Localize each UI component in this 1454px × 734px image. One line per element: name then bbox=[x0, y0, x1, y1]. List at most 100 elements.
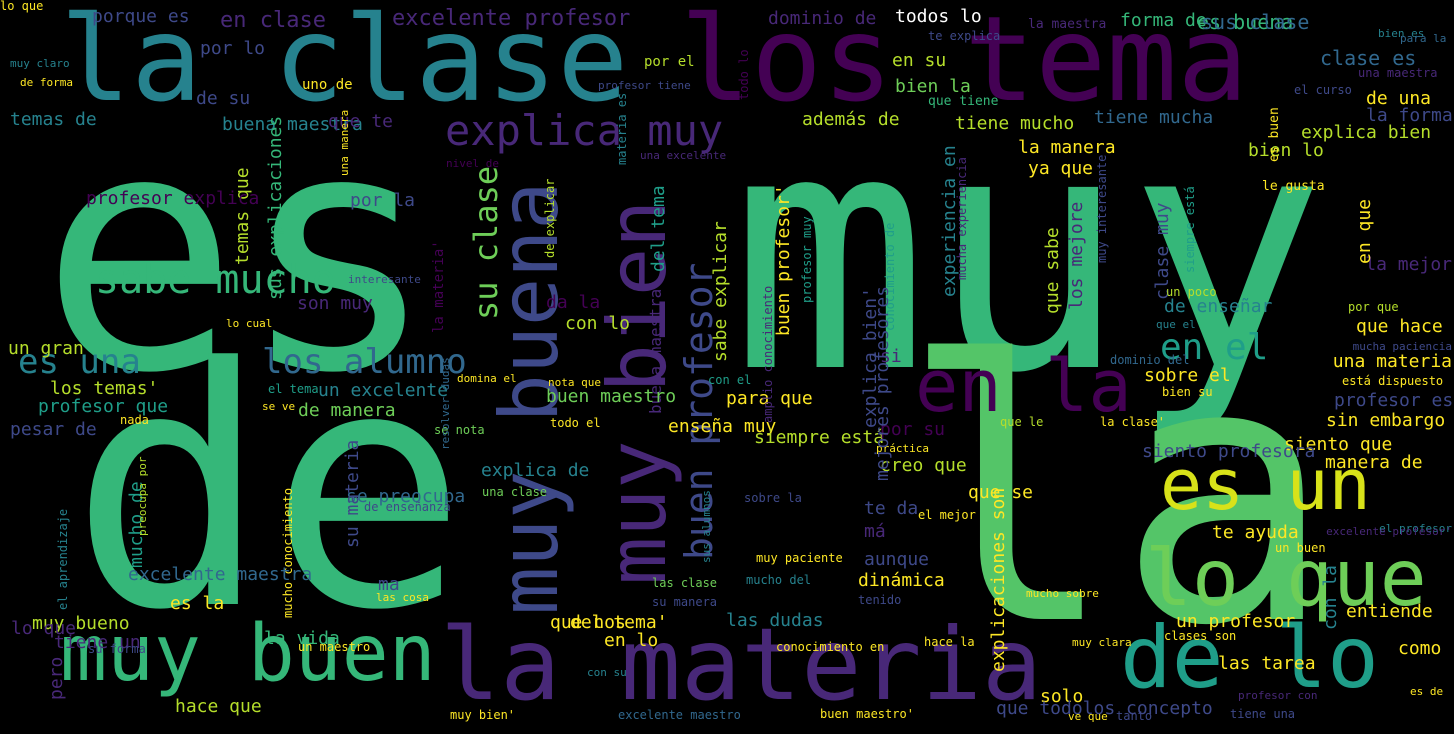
word-cloud-term: de forma bbox=[20, 76, 73, 89]
word-cloud-term: la manera bbox=[1018, 137, 1116, 158]
word-cloud-term: por la bbox=[350, 190, 416, 211]
word-cloud-term: que se bbox=[968, 482, 1034, 503]
word-cloud-term: mucho sobre bbox=[1026, 587, 1099, 600]
word-cloud-term: con el bbox=[708, 373, 752, 387]
word-cloud-term: si bbox=[880, 346, 902, 367]
word-cloud-term: su materia bbox=[342, 439, 363, 548]
word-cloud-term: temas que bbox=[232, 167, 253, 265]
word-cloud-term: buen maestro' bbox=[820, 707, 914, 721]
word-cloud-term: buen maestro bbox=[546, 386, 677, 407]
word-cloud-term: las dudas bbox=[726, 610, 824, 631]
word-cloud-term: sobre el bbox=[1144, 365, 1231, 386]
word-cloud-term: las cosa bbox=[376, 591, 429, 604]
word-cloud-term: los mejore bbox=[1066, 201, 1087, 310]
word-cloud-term: materia es bbox=[615, 92, 629, 165]
word-cloud-term: enseña muy bbox=[668, 416, 777, 437]
word-cloud-term: por el bbox=[644, 54, 695, 70]
word-cloud-term: la materia' bbox=[431, 240, 447, 333]
word-cloud-term: sus alumnos bbox=[700, 490, 713, 563]
word-cloud-term: resolver dudas bbox=[439, 357, 452, 450]
word-cloud-term: solo bbox=[1040, 686, 1084, 707]
word-cloud-term: en clase bbox=[220, 8, 326, 33]
word-cloud-term: de enseñanza bbox=[364, 500, 451, 514]
word-cloud-term: de lo bbox=[1120, 608, 1379, 708]
word-cloud-term: creo que bbox=[880, 455, 967, 476]
word-cloud-term: pero bbox=[46, 656, 67, 700]
word-cloud-term: es bbox=[40, 61, 438, 445]
word-cloud-term: sus clase bbox=[1201, 10, 1310, 34]
word-cloud-term: conocimiento en bbox=[776, 640, 885, 654]
word-cloud-term: mejores profesores bbox=[872, 285, 893, 481]
word-cloud-term: clases son bbox=[1164, 629, 1237, 643]
word-cloud-term: manera de bbox=[1325, 452, 1423, 473]
word-cloud-term: dominio de bbox=[768, 8, 877, 29]
word-cloud-term: que le bbox=[1000, 415, 1044, 429]
word-cloud-term: te da bbox=[864, 498, 919, 519]
word-cloud-term: que sabe bbox=[1042, 227, 1063, 314]
word-cloud-term: del tema' bbox=[570, 612, 668, 633]
word-cloud-term: para que bbox=[726, 388, 813, 409]
word-cloud-term: aunque bbox=[864, 549, 930, 570]
word-cloud-term: en el bbox=[1160, 327, 1269, 368]
word-cloud-term: interesante bbox=[348, 273, 421, 286]
word-cloud-term: explica de bbox=[481, 460, 590, 481]
word-cloud-term: está dispuesto bbox=[1342, 374, 1444, 388]
word-cloud-term: es buena bbox=[1197, 10, 1294, 34]
word-cloud-term: profesor que bbox=[38, 396, 169, 417]
word-cloud-term: una manera bbox=[338, 109, 351, 176]
word-cloud-term: que todolos concepto bbox=[996, 698, 1213, 719]
word-cloud-term: profesor explica bbox=[86, 188, 260, 209]
word-cloud-term: un excelente bbox=[318, 380, 449, 401]
word-cloud-term: la bbox=[900, 285, 1334, 704]
word-cloud-term: es una bbox=[18, 342, 141, 382]
word-cloud-term: bien es bbox=[1378, 27, 1425, 40]
word-cloud-term: excelente maestra bbox=[128, 564, 313, 585]
word-cloud-term: con su bbox=[587, 666, 627, 679]
word-cloud-term: son muy bbox=[297, 293, 373, 314]
word-cloud-term: porque es bbox=[92, 6, 190, 27]
word-cloud-term: una maestra bbox=[1358, 66, 1438, 80]
word-cloud-term: domina el bbox=[457, 372, 517, 385]
word-cloud-term: nota que bbox=[548, 376, 601, 389]
word-cloud-term: le gusta bbox=[1262, 179, 1325, 194]
word-cloud-term: bien lo bbox=[1248, 140, 1324, 161]
word-cloud-term: de su bbox=[196, 88, 251, 109]
word-cloud-term: sabe explicar bbox=[710, 221, 731, 362]
word-cloud-term: por su bbox=[880, 419, 946, 440]
word-cloud-term: en la bbox=[915, 344, 1132, 428]
word-cloud-term: buena maestra bbox=[222, 114, 363, 135]
word-cloud-term: sin embargo bbox=[1326, 410, 1446, 431]
word-cloud-term: lo que bbox=[0, 0, 44, 13]
word-cloud-term: muy interesante bbox=[1095, 154, 1109, 263]
word-cloud-term: experiencia en bbox=[939, 145, 960, 297]
word-cloud-term: hace la bbox=[924, 635, 975, 649]
word-cloud-term: temas de bbox=[10, 109, 97, 130]
word-cloud-term: todos lo bbox=[895, 6, 982, 27]
word-cloud-term: buen profesor' bbox=[773, 184, 794, 336]
word-cloud-term: siento profesora bbox=[1142, 441, 1316, 462]
word-cloud-term: un maestro bbox=[298, 640, 371, 654]
word-cloud-term: uno de bbox=[302, 77, 353, 93]
word-cloud-term: se ve bbox=[262, 400, 296, 413]
word-cloud-term: pesar de bbox=[10, 419, 97, 440]
word-cloud-term: da la bbox=[546, 292, 601, 313]
word-cloud-term: en que bbox=[1354, 198, 1375, 264]
word-cloud-term: que nos bbox=[550, 612, 626, 633]
word-cloud-term: siento que bbox=[1284, 434, 1393, 455]
word-cloud-term: un profesor bbox=[1176, 611, 1296, 632]
word-cloud-term: muy bueno bbox=[32, 613, 130, 634]
word-cloud-term: el curso bbox=[1294, 83, 1352, 97]
word-cloud-term: el tema bbox=[268, 382, 319, 396]
word-cloud-term: profesor muy bbox=[800, 216, 814, 303]
word-cloud-term: excelente profesor' bbox=[1326, 525, 1452, 538]
word-cloud-term: dominio del bbox=[1110, 353, 1190, 367]
word-cloud-term: la clase' bbox=[1100, 415, 1166, 429]
word-cloud-term: dinámica bbox=[858, 570, 945, 591]
word-cloud-term: con lo bbox=[565, 313, 631, 334]
word-cloud-term: las tarea bbox=[1218, 653, 1316, 674]
word-cloud-term: de una bbox=[1366, 88, 1432, 109]
word-cloud-term: el mejor bbox=[918, 508, 976, 522]
word-cloud-term: los tema bbox=[680, 0, 1249, 128]
word-cloud-term: una excelente bbox=[640, 149, 727, 162]
